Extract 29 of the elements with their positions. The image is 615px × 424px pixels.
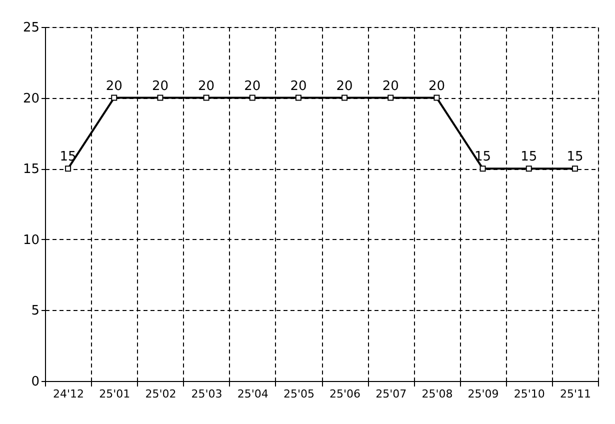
x-tick-label: 25'03 <box>191 388 222 400</box>
data-label: 20 <box>336 78 353 94</box>
data-label: 20 <box>382 78 399 94</box>
x-tick-label: 24'12 <box>53 388 84 400</box>
data-label: 20 <box>152 78 168 94</box>
y-tick-label: 20 <box>22 91 40 106</box>
x-tick-label: 25'07 <box>376 388 407 400</box>
y-tick-label: 10 <box>22 232 40 248</box>
x-tick-label: 25'05 <box>283 388 314 400</box>
x-tick-label: 25'10 <box>514 388 545 400</box>
data-label: 15 <box>520 150 538 165</box>
data-label: 20 <box>106 78 122 94</box>
data-label: 20 <box>244 78 261 94</box>
y-tick-label: 5 <box>31 304 40 319</box>
data-label: 20 <box>290 78 307 94</box>
y-tick-label: 15 <box>22 162 40 178</box>
x-tick-label: 25'01 <box>99 388 130 400</box>
x-tick-label: 25'02 <box>145 388 176 400</box>
data-label: 20 <box>428 78 445 94</box>
x-tick-label: 25'04 <box>237 388 268 400</box>
data-label: 15 <box>474 150 492 165</box>
y-tick-label: 25 <box>22 20 40 36</box>
data-label: 20 <box>198 78 215 94</box>
x-tick-label: 25'06 <box>330 388 361 400</box>
x-tick-label: 25'11 <box>560 388 591 400</box>
y-tick-label: 0 <box>31 374 40 390</box>
x-tick-label: 25'08 <box>422 388 453 400</box>
x-tick-label: 25'09 <box>468 388 499 400</box>
data-label: 15 <box>566 150 584 165</box>
